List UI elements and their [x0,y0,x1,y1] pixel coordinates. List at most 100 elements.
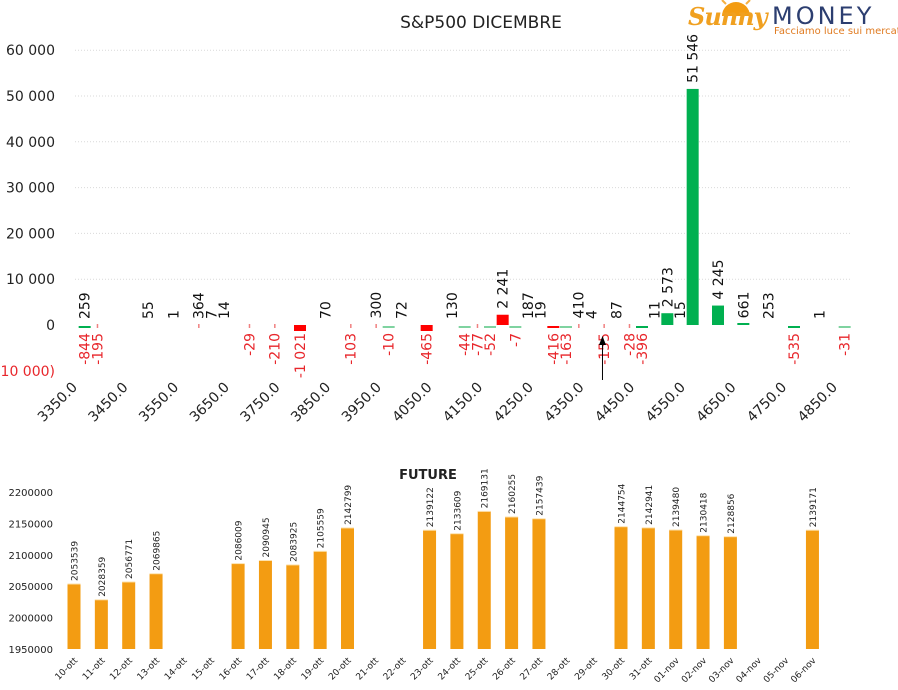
y-tick-label: 60 000 [6,43,55,59]
oi-label-negative: -396 [635,333,651,365]
oi-bar [628,324,631,328]
oi-label-positive: 2 241 [496,269,512,309]
y-tick-label: 2000000 [8,614,53,625]
strike-group: 70 [318,301,334,319]
oi-bar [420,325,433,331]
x-tick-label: 3450.0 [86,380,132,426]
y-tick-label: 2200000 [8,488,53,499]
y-tick-label: 50 000 [6,89,55,105]
x-tick-label: 27-ott [519,656,546,683]
oi-label-positive: 72 [394,301,410,319]
future-bar [450,533,464,649]
price-arrow-icon [598,336,606,345]
strike-group: 364 [192,292,208,328]
oi-label-positive: 1 [166,310,182,319]
future-bar [122,581,136,649]
oi-label-negative: -1 021 [293,333,309,378]
strike-group: -28 [622,324,638,356]
future-bar [423,530,437,649]
strike-group: 4 [584,310,600,319]
oi-bar [294,325,306,331]
future-bar [67,583,81,649]
x-tick-label: 3750.0 [238,380,284,426]
strike-group: -7 [508,326,524,347]
oi-label-negative: -77 [470,333,486,356]
bar-data-label: 2128856 [727,493,737,533]
oi-label-negative: -535 [787,333,803,365]
bar-data-label: 2157439 [535,475,545,515]
oi-label-positive: 55 [141,301,157,319]
x-tick-label: 3950.0 [339,380,385,426]
oi-label-negative: -10 [382,333,398,356]
oi-label-positive: 51 546 [686,34,702,83]
future-bar [94,599,108,649]
bar-data-label: 2028359 [98,556,108,596]
x-tick-label: 06-nov [789,656,819,686]
oi-bar [737,323,750,325]
x-tick-label: 3650.0 [187,380,233,426]
x-tick-label: 25-ott [464,656,491,683]
future-bar [805,530,819,649]
bar-data-label: 2139480 [672,487,682,527]
strike-group: 1 [166,310,182,319]
oi-label-positive: 253 [762,292,778,319]
oi-bar [496,314,509,325]
oi-label-positive: 70 [318,301,334,319]
future-bar [723,536,737,649]
x-tick-label: 4750.0 [744,380,790,426]
strike-group: 7 [204,310,220,319]
future-bar [696,535,710,649]
x-tick-label: 03-nov [707,656,737,686]
x-tick-label: 10-ott [54,656,81,683]
x-tick-label: 29-ott [573,656,600,683]
oi-bar [712,305,724,325]
oi-bar [476,324,479,328]
x-tick-label: 31-ott [628,656,655,683]
bar-data-label: 2105559 [317,508,327,548]
future-bar [149,573,163,649]
oi-bar [686,88,699,326]
sunny-money-logo: Sunny MONEY Facciamo luce sui mercati [688,0,898,42]
oi-label-negative: -28 [622,333,638,356]
x-tick-label: 05-nov [762,656,792,686]
future-bar [614,526,628,649]
bar-data-label: 2160255 [508,474,518,514]
y-tick-label: 2100000 [8,551,53,562]
strike-group: 87 [610,301,626,319]
bar-data-label: 2056771 [125,539,135,579]
logo-brand-money: MONEY [772,2,875,30]
strike-group: 187 [521,292,537,319]
oi-label-positive: 1 [812,310,828,319]
oi-label-negative: -29 [242,333,258,356]
oi-bar [375,324,377,328]
strike-group: -103 [344,324,360,365]
oi-label-negative: -465 [420,333,436,365]
oi-bar [578,324,580,328]
x-tick-label: 4050.0 [390,380,436,426]
strike-group: -52 [483,326,499,356]
y-tick-label: 10 000 [6,272,55,288]
x-tick-label: 21-ott [354,656,381,683]
oi-bar [509,326,522,328]
strike-group: 1 [812,310,828,319]
oi-label-positive: 4 [584,310,600,319]
strike-group: 55 [141,301,157,319]
x-tick-label: 01-nov [653,656,683,686]
bar-data-label: 2083925 [289,522,299,562]
future-bar [258,560,272,649]
oi-label-negative: -44 [458,333,474,356]
strike-group: -465 [420,325,436,365]
y-tick-label: 2050000 [8,582,53,593]
oi-bar [248,324,251,328]
oi-label-positive: 14 [217,301,233,319]
future-bar [231,563,245,649]
oi-label-positive: 187 [521,292,537,319]
y-tick-label: 30 000 [6,181,55,197]
logo-brand-sunny: Sunny [688,2,768,31]
oi-bar [198,324,200,328]
strike-group: 4 245 [711,259,727,325]
strike-group: -44 [458,326,474,356]
strike-group: 72 [394,301,410,319]
oi-bar [382,326,395,328]
strike-group: 410 [572,292,588,328]
